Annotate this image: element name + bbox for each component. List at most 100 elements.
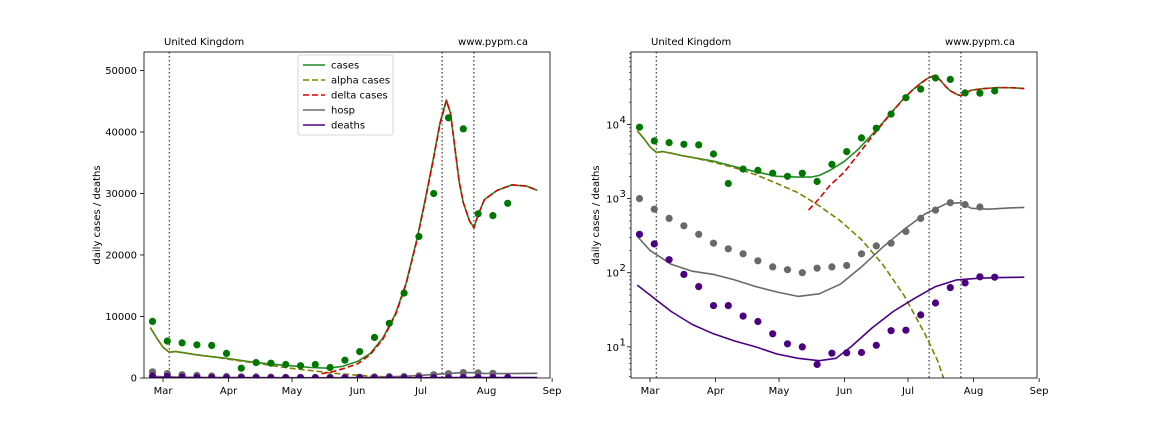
cases-point [769,169,777,177]
deaths-point [724,302,732,310]
cases-point [163,337,171,345]
cases-point [459,125,467,133]
hosp-point [695,230,703,238]
deaths-point [946,284,954,292]
deaths-point [237,374,245,378]
deaths-point [680,270,688,278]
deaths-point [739,312,747,320]
cases-point [946,75,954,83]
cases-point [370,333,379,341]
cases-point [474,210,482,218]
y-axis-label: daily cases / deaths [92,165,103,264]
cases-point [356,348,364,356]
cases-point [917,85,925,93]
deaths-point [400,374,408,378]
deaths-point [709,302,718,310]
cases-point [828,160,836,168]
delta-cases-line [321,99,538,375]
cases-point [665,139,673,147]
plot-frame [143,51,551,379]
y-tick-label: 10 [606,269,619,280]
x-tick-label: Jun [836,386,853,397]
linear-chart-panel: Mar Apr May Jun Jul Aug Sep 0 10000 20000 30000 40… [92,37,562,397]
deaths-point [798,343,806,351]
deaths-point [902,326,910,334]
deaths-line [636,276,1025,362]
cases-point [341,356,349,364]
cases-point [489,212,497,220]
y-tick-exponent: 1 [620,337,626,348]
cases-point [709,150,718,158]
deaths-point [504,373,512,378]
cases-point [991,87,999,95]
deaths-point [148,372,157,378]
deaths-point [444,374,453,378]
x-tick-label: Aug [964,386,984,397]
cases-point [695,141,703,149]
country-label: United Kingdom [651,37,731,48]
legend-label-delta-cases: delta cases [331,91,388,102]
y-tick-label: 0 [131,374,137,385]
hosp-point [946,199,954,207]
cases-point [976,89,984,97]
cases-point [208,341,216,349]
x-tick-label: May [282,386,303,397]
y-tick-exponent: 3 [620,189,626,200]
plot-area [631,52,1037,378]
deaths-point [857,348,866,357]
y-axis-label: daily cases / deaths [591,165,602,264]
deaths-point [976,273,984,281]
deaths-point [769,330,777,338]
hosp-point [754,257,762,265]
y-tick-label: 30000 [105,189,137,200]
deaths-point [813,360,821,368]
deaths-point [887,327,895,335]
deaths-point [415,374,423,378]
x-tick-label: Mar [154,386,174,397]
legend-label-deaths: deaths [331,121,365,132]
cases-point [635,123,644,131]
deaths-point [163,372,171,378]
hosp-point [459,369,467,377]
cases-point [252,359,260,367]
legend-box [297,54,394,136]
cases-point [415,232,423,241]
cases-point [311,360,319,369]
legend-label-hosp: hosp [331,106,355,117]
deaths-point [267,374,275,378]
x-tick-label: Aug [477,386,497,397]
deaths-point [635,230,644,238]
x-tick-label: May [769,386,790,397]
deaths-point [356,374,364,378]
hosp-point [902,227,910,236]
cases-point [400,289,408,297]
deaths-point [341,374,349,378]
cases-point [385,319,393,327]
deaths-point [489,373,497,378]
x-tick-label: Apr [707,386,725,397]
deaths-point [296,374,305,378]
country-label: United Kingdom [164,37,244,48]
hosp-point [635,195,644,203]
y-tick-label: 10 [606,120,619,131]
deaths-point [828,349,836,357]
cases-point [813,177,821,186]
cases-point [961,89,969,97]
x-tick-label: Apr [220,386,238,397]
deaths-point [430,374,438,378]
y-tick-label: 10 [606,195,619,206]
cases-point [887,110,895,118]
x-tick-label: Jul [901,386,914,397]
hosp-point [680,222,688,230]
cases-point [222,349,231,357]
cases-point [739,165,747,173]
deaths-point [650,240,658,248]
legend: cases alpha cases delta cases hosp deaths [297,54,394,136]
x-tick-label: Mar [641,386,661,397]
deaths-point [783,340,792,348]
y-tick-label: 10 [606,343,619,354]
hosp-point [724,245,732,253]
cases-point [296,362,305,370]
